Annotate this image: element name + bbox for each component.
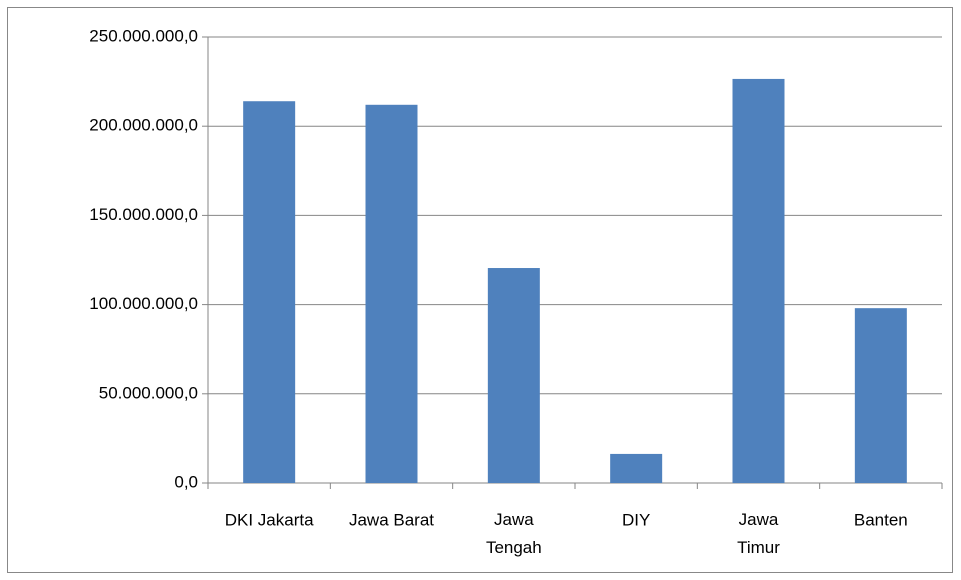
- bar: [243, 101, 296, 483]
- x-tick-label: Jawa Timur: [737, 510, 780, 557]
- bar: [365, 104, 418, 484]
- y-tick-label: 100.000.000,0: [89, 294, 198, 313]
- y-tick-label: 200.000.000,0: [89, 116, 198, 135]
- bar: [854, 308, 907, 483]
- bar: [610, 453, 663, 483]
- bar: [732, 78, 785, 483]
- y-tick-label: 150.000.000,0: [89, 205, 198, 224]
- x-tick-label: Jawa Tengah: [486, 510, 542, 557]
- chart-border: [7, 7, 953, 573]
- x-tick-label: DIY: [622, 510, 650, 529]
- y-tick-label: 250.000.000,0: [89, 26, 198, 45]
- x-tick-label: DKI Jakarta: [225, 510, 314, 529]
- y-tick-label: 0,0: [174, 472, 198, 491]
- x-tick-label: Jawa Barat: [349, 510, 434, 529]
- x-tick-label: Banten: [854, 510, 908, 529]
- y-tick-label: 50.000.000,0: [99, 383, 198, 402]
- bar: [487, 268, 540, 483]
